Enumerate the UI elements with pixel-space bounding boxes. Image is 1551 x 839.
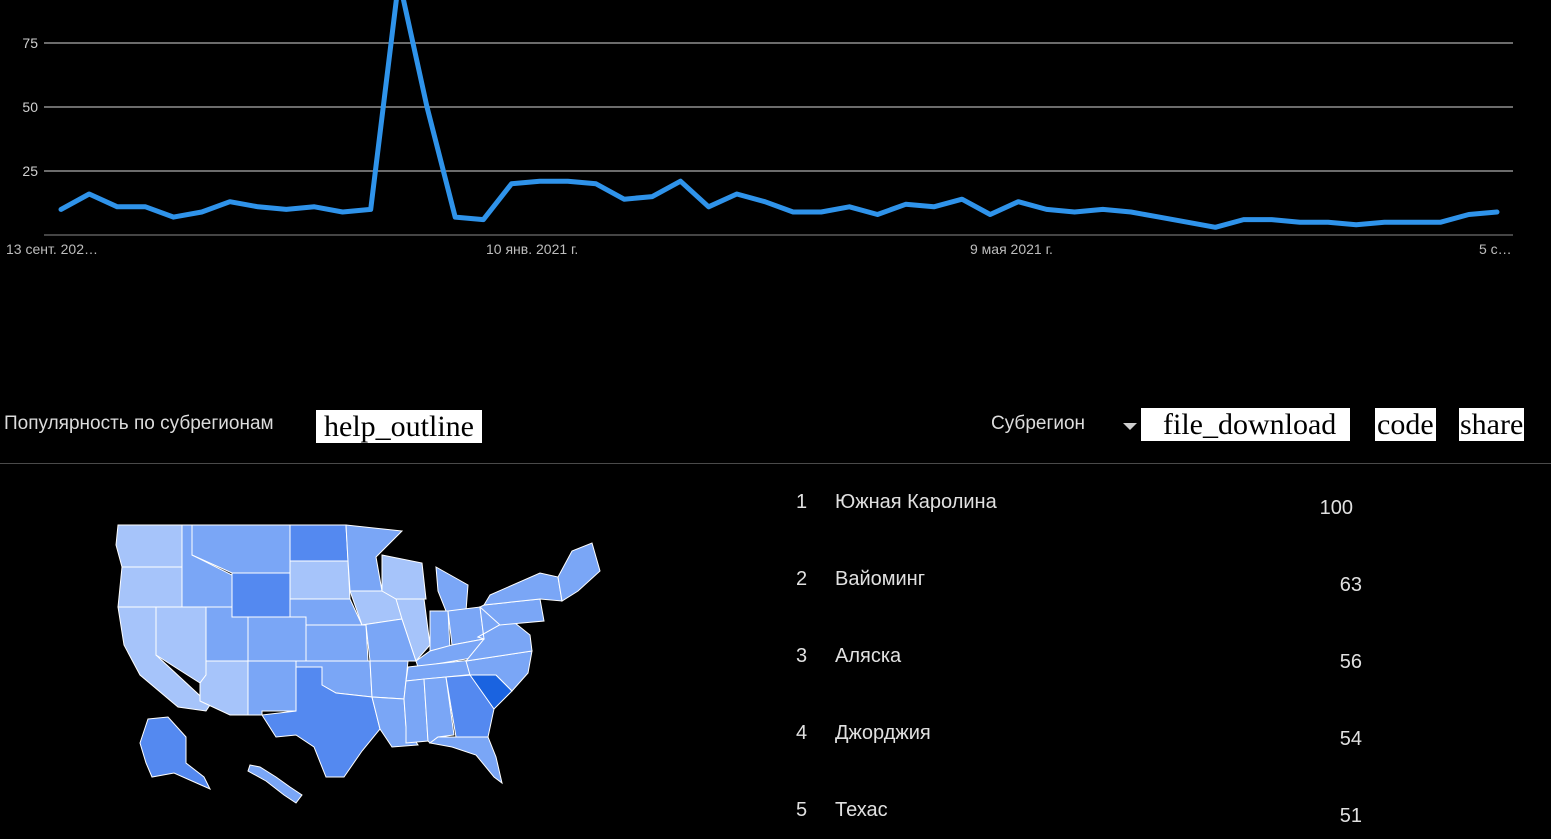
help-icon[interactable]: help_outline [316,410,482,443]
list-item[interactable]: 5 Техас 51 [790,799,1390,839]
x-tick-label: 9 мая 2021 г. [970,241,1053,257]
download-icon[interactable]: file_download [1141,408,1351,441]
y-tick-label: 75 [22,35,38,51]
list-item[interactable]: 4 Джорджия 54 [790,722,1390,762]
map-region-new-york[interactable] [483,572,563,606]
map-region-ohio[interactable] [447,606,485,646]
map-region-arkansas[interactable] [369,660,409,700]
map-region-wyoming[interactable] [231,572,291,618]
map-region-south-dakota[interactable] [289,560,351,600]
map-region-new-mexico[interactable] [247,660,297,716]
list-item[interactable]: 3 Аляска 56 [790,645,1390,685]
section-divider [0,463,1551,464]
map-region-alaska[interactable] [139,716,212,791]
map-region-florida[interactable] [428,736,503,785]
map-region-michigan[interactable] [435,566,469,612]
share-icon[interactable]: share [1459,408,1525,441]
map-region-hawaii[interactable] [247,764,303,804]
rank-number: 5 [796,799,808,821]
x-tick-label: 5 с… [1479,241,1512,257]
list-item[interactable]: 2 Вайоминг 63 [790,568,1390,608]
map-region-new-england[interactable] [557,542,601,602]
subregion-selector[interactable]: Субрегион [991,413,1086,434]
region-name: Аляска [835,645,902,667]
rank-number: 4 [796,722,808,744]
map-region-north-dakota[interactable] [289,524,349,562]
us-subregion-map[interactable] [100,515,610,815]
chart-y-ticks: 25 50 75 [22,35,38,179]
embed-code-icon[interactable]: code [1375,408,1436,441]
region-name: Вайоминг [835,568,926,590]
y-tick-label: 25 [22,163,38,179]
series-line [58,0,1500,230]
map-region-oregon[interactable] [117,566,183,608]
rank-number: 1 [796,491,808,513]
map-region-illinois[interactable] [395,598,431,662]
rank-number: 2 [796,568,808,590]
region-name: Джорджия [835,722,931,744]
map-region-colorado[interactable] [247,616,307,662]
chart-gridlines [44,42,1513,172]
map-region-indiana[interactable] [429,610,451,652]
interest-over-time-chart: 25 50 75 13 сент. 202… 10 янв. 2021 г. 9 м… [6,0,1513,257]
list-item[interactable]: 1 Южная Каролина 100 [790,491,1390,531]
region-name: Техас [835,799,888,821]
region-value: 63 [1339,574,1362,596]
y-tick-label: 50 [22,99,38,115]
region-value: 54 [1339,728,1362,750]
subregion-section-title: Популярность по субрегионам [4,413,274,434]
map-region-texas[interactable] [261,666,381,778]
region-value: 56 [1339,651,1362,673]
x-tick-label: 13 сент. 202… [6,241,98,257]
region-value: 51 [1339,805,1362,827]
rank-number: 3 [796,645,808,667]
region-value: 100 [1319,497,1353,519]
map-region-wisconsin[interactable] [381,554,427,600]
map-region-kansas[interactable] [305,624,369,662]
map-region-washington[interactable] [115,524,183,568]
region-name: Южная Каролина [835,491,997,513]
x-tick-label: 10 янв. 2021 г. [486,241,578,257]
chevron-down-icon[interactable] [1123,423,1137,430]
